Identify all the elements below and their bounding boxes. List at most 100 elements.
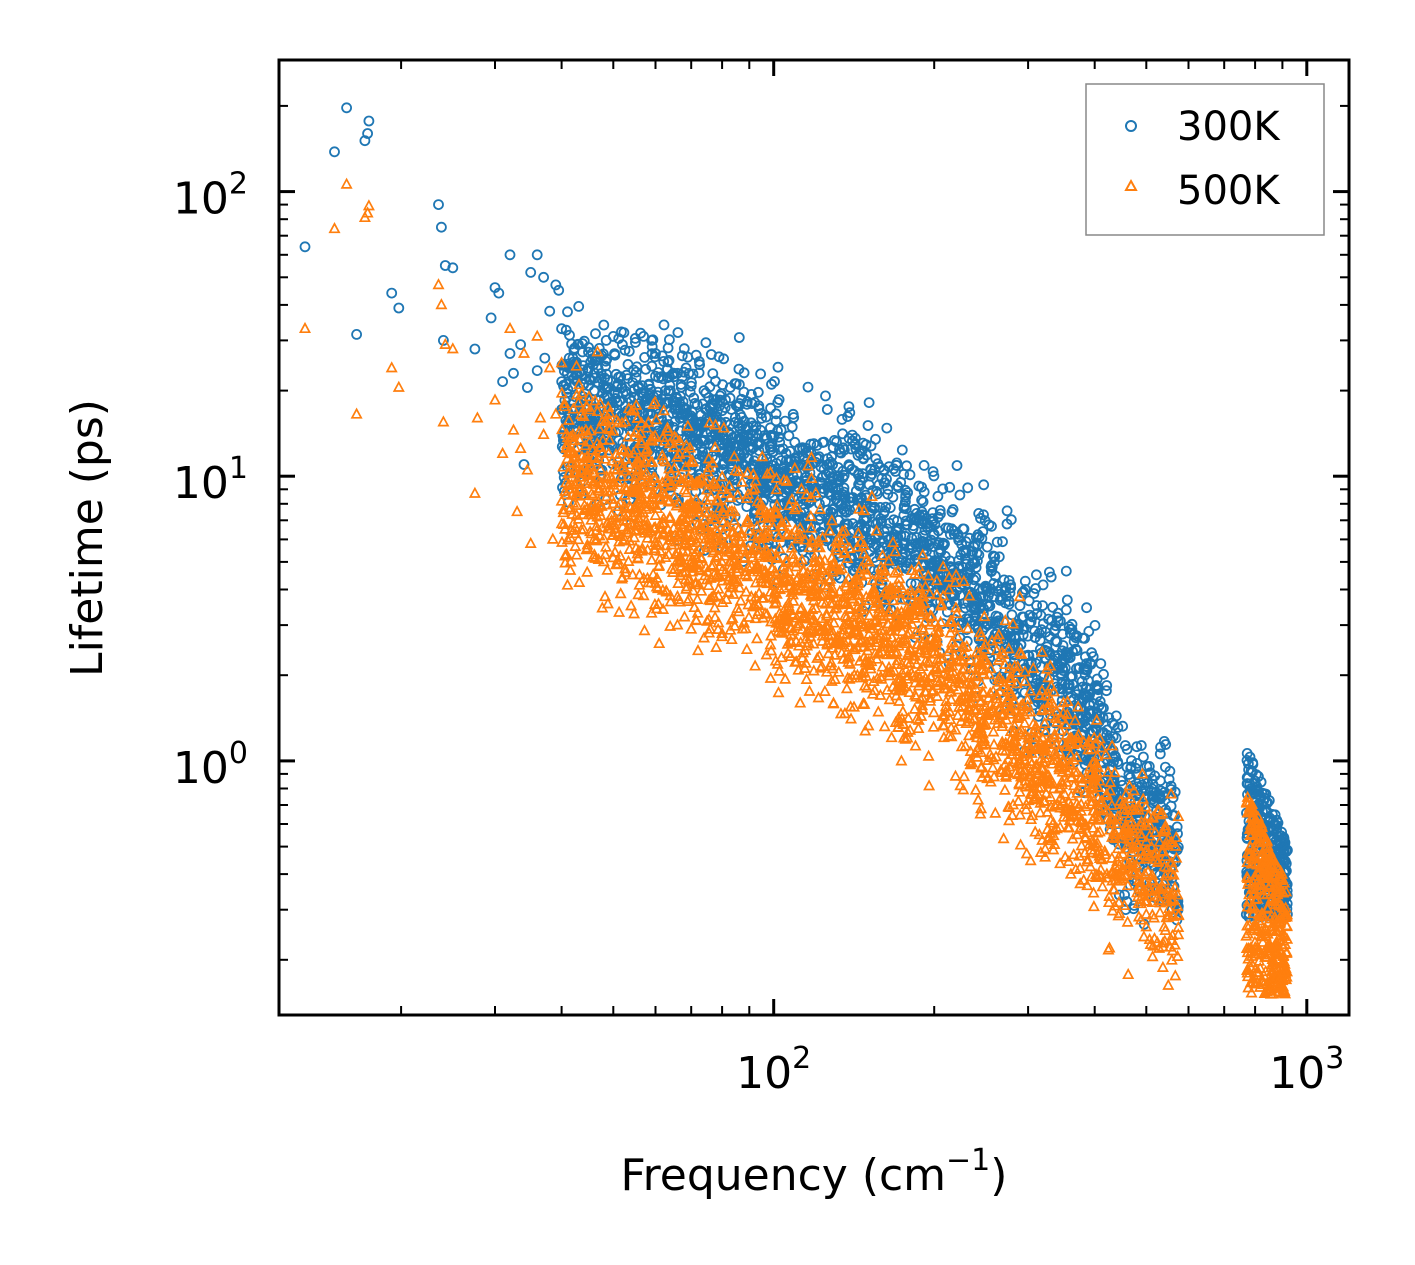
point-500k-band — [670, 499, 683, 511]
point-300k-cluster — [1275, 852, 1287, 864]
point-300k — [707, 398, 719, 410]
point-500k-band — [813, 502, 827, 514]
point-500k-band — [805, 450, 818, 463]
point-500k-band — [1004, 689, 1017, 702]
point-300k-band — [880, 501, 892, 513]
point-300k-band — [928, 559, 940, 570]
point-500k-band — [782, 646, 795, 658]
point-300k — [657, 373, 669, 385]
point-500k-band — [1125, 815, 1138, 827]
point-500k-band — [886, 535, 900, 548]
point-300k-band — [643, 379, 655, 391]
point-500k-band — [904, 656, 917, 668]
point-500k-band — [749, 659, 762, 671]
point-300k-band — [967, 546, 979, 557]
point-300k-band — [1081, 602, 1092, 614]
point-300k-band — [973, 597, 985, 608]
point-500k-band — [912, 560, 925, 572]
point-300k-band — [988, 550, 999, 562]
point-500k-band — [912, 721, 925, 734]
point-300k-band — [875, 518, 887, 529]
point-500k-band — [653, 636, 666, 649]
point-300k-band — [1019, 687, 1031, 698]
point-300k-band — [801, 474, 812, 486]
point-500k-band — [831, 598, 844, 610]
point-300k-band — [991, 536, 1003, 548]
point-500k-band — [1047, 843, 1060, 855]
point-500k-band — [930, 588, 943, 600]
point-300k-band — [821, 459, 833, 471]
point-500k-band — [1123, 779, 1136, 791]
point-500k-band — [1071, 765, 1084, 778]
point-500k-band — [888, 566, 901, 578]
point-300k — [725, 429, 736, 441]
point-500k-band — [800, 487, 813, 500]
point-500k-band — [765, 644, 778, 656]
point-300k-band — [857, 471, 869, 483]
point-500k-band — [964, 678, 978, 690]
point-500k-band — [987, 684, 1000, 696]
point-300k — [1121, 761, 1133, 773]
point-300k-band — [914, 538, 926, 550]
point-300k-band — [873, 479, 885, 491]
point-300k-band — [1047, 601, 1059, 613]
point-500k-band — [620, 452, 633, 464]
point-300k — [596, 373, 607, 385]
point-500k-band — [615, 469, 628, 482]
point-500k-band — [927, 720, 940, 732]
point-300k — [573, 339, 584, 351]
point-500k-band — [867, 674, 880, 687]
point-500k-band — [658, 434, 671, 446]
point-300k-band — [773, 431, 785, 443]
point-500k-band — [1087, 900, 1100, 912]
point-500k-band — [664, 619, 677, 631]
point-500k-band — [862, 555, 876, 567]
point-300k-band — [883, 552, 895, 564]
point-500k-band — [1053, 799, 1067, 811]
point-500k-band — [685, 474, 698, 486]
point-500k-band — [1044, 659, 1057, 671]
point-500k-band — [1087, 886, 1100, 898]
point-500k-band — [944, 626, 957, 638]
point-500k-band — [702, 578, 715, 591]
point-500k-band — [934, 651, 947, 663]
point-500k-band — [987, 738, 1001, 750]
point-300k-band — [617, 387, 629, 399]
point-300k-band — [878, 508, 890, 519]
point-300k-band — [855, 493, 867, 505]
point-300k-band — [1154, 748, 1166, 760]
point-500k-band — [1025, 812, 1038, 825]
point-500k-band — [773, 542, 786, 554]
point-500k-band — [1040, 662, 1053, 674]
point-500k-band — [866, 573, 879, 585]
point-500k-band — [931, 689, 944, 701]
point-500k-band — [1101, 765, 1115, 777]
point-300k-band — [1077, 681, 1088, 693]
point-300k — [665, 385, 676, 397]
point-500k-band — [891, 654, 904, 666]
point-300k-band — [562, 306, 573, 318]
point-500k-band — [1139, 800, 1152, 812]
point-500k-band — [596, 446, 609, 458]
point-500k-band — [1156, 806, 1169, 818]
point-500k-band — [1102, 895, 1115, 908]
point-500k-band — [818, 578, 831, 590]
point-500k-band — [625, 404, 638, 416]
point-300k-band — [1078, 693, 1090, 705]
point-500k-band — [672, 576, 685, 588]
point-300k-band — [729, 378, 741, 390]
point-500k-band — [888, 664, 901, 676]
point-500k-band — [979, 766, 992, 778]
point-500k-band — [1121, 838, 1134, 850]
point-300k-band — [656, 350, 668, 362]
point-500k-band — [937, 589, 950, 601]
point-300k — [433, 199, 444, 211]
point-500k-band — [1006, 808, 1019, 820]
point-300k-band — [909, 538, 921, 549]
point-300k-band — [865, 440, 877, 452]
point-500k-band — [783, 579, 796, 591]
point-500k-band — [740, 585, 753, 597]
point-500k-band — [1030, 726, 1043, 738]
point-300k-band — [769, 376, 780, 387]
point-300k-band — [1071, 645, 1083, 656]
